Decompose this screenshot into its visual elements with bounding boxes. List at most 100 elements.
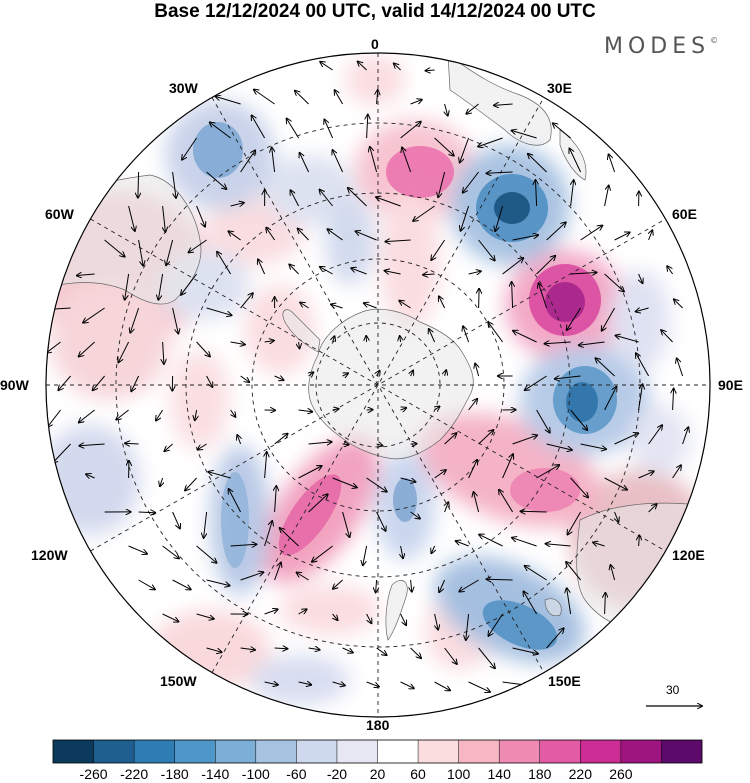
wind-vector — [297, 573, 309, 581]
wind-vector — [172, 171, 176, 198]
wind-vector — [438, 171, 446, 197]
wind-vector — [536, 180, 537, 207]
wind-vector — [377, 90, 378, 105]
wind-vector — [435, 613, 439, 630]
wind-vector — [366, 477, 387, 492]
wind-vector — [488, 613, 504, 636]
wind-vector — [478, 647, 495, 668]
wind-vector — [366, 613, 372, 623]
wind-vector — [229, 489, 242, 513]
wind-vector — [502, 454, 513, 479]
wind-vector — [672, 465, 681, 479]
copyright-mark: © — [710, 36, 719, 45]
wind-vector — [512, 235, 539, 241]
colorbar-tick-label: -100 — [241, 766, 270, 782]
modes-logo: MODES© — [604, 34, 718, 59]
wind-vector — [639, 536, 640, 547]
wind-vector — [614, 433, 639, 445]
wind-vector — [240, 293, 253, 309]
wind-vector — [499, 490, 514, 513]
wind-vector — [332, 682, 345, 686]
new-zealand — [385, 580, 408, 641]
wind-vector — [342, 647, 353, 653]
wind-vector — [79, 444, 105, 446]
wind-vector — [162, 613, 179, 622]
wind-vector — [128, 205, 135, 231]
wind-vector — [274, 563, 281, 581]
wind-vector — [46, 341, 61, 353]
wind-vector — [138, 171, 139, 198]
wind-vector — [210, 122, 231, 139]
wind-vector — [195, 409, 197, 420]
wind-vector — [83, 307, 105, 323]
wind-vector — [165, 443, 173, 451]
wind-vector — [364, 303, 377, 309]
wind-vector — [512, 647, 538, 654]
colorbar-tick-label: 180 — [528, 766, 552, 782]
wind-vector — [410, 100, 422, 105]
meridian-line — [90, 218, 666, 552]
wind-vector — [444, 433, 457, 445]
wind-vector — [252, 116, 266, 139]
colorbar-swatch — [620, 740, 662, 763]
lon-label-30e: 30E — [547, 80, 572, 96]
wind-vector — [602, 307, 616, 331]
wind-vector — [366, 681, 379, 687]
wind-vector — [198, 443, 207, 450]
wind-vector — [254, 90, 275, 105]
wind-vector — [79, 409, 95, 422]
wind-vector — [128, 545, 147, 554]
wind-vector — [434, 470, 446, 479]
wind-vector — [605, 593, 606, 615]
wind-vector — [677, 358, 684, 377]
wind-vector — [445, 103, 448, 116]
colorbar-tick-label: 140 — [487, 766, 511, 782]
wind-vector — [553, 123, 571, 139]
wind-vector — [648, 425, 663, 445]
wind-vector — [332, 477, 357, 488]
wind-vector — [181, 273, 198, 295]
wind-vector — [172, 511, 180, 528]
colorbar-swatch — [336, 740, 378, 763]
wind-vector — [468, 399, 478, 411]
wind-vector — [474, 492, 480, 513]
wind-vector — [439, 296, 446, 309]
wind-vector — [333, 579, 343, 589]
wind-vector — [479, 289, 480, 309]
wind-vector — [275, 486, 277, 513]
wind-vector — [604, 477, 627, 490]
wind-vector — [320, 267, 333, 275]
wind-vector — [160, 477, 163, 486]
wind-vector — [435, 407, 440, 411]
wind-vector — [461, 205, 470, 231]
wind-vector — [475, 364, 478, 377]
wind-vector — [570, 273, 597, 275]
wind-vector — [264, 521, 273, 547]
wind-vector — [579, 341, 605, 345]
wind-vector — [570, 180, 574, 207]
wind-vector — [291, 190, 300, 207]
wind-vector — [216, 97, 241, 105]
wind-vector — [328, 229, 343, 241]
wind-vector — [410, 511, 420, 519]
wind-vector — [264, 682, 278, 685]
wind-vector — [400, 681, 414, 688]
wind-vector — [570, 477, 588, 497]
colorbar-swatch — [580, 740, 622, 763]
wind-vector — [298, 410, 313, 412]
wind-vector — [401, 545, 403, 558]
wind-vector — [79, 341, 95, 357]
wind-vector — [230, 203, 244, 206]
wind-vector — [53, 443, 71, 463]
wind-vector — [280, 528, 299, 547]
wind-vector — [58, 375, 71, 390]
wind-vector — [604, 273, 624, 291]
wind-vector — [673, 389, 674, 411]
wind-vector — [240, 572, 264, 581]
wind-vector — [48, 409, 61, 427]
wind-vector — [237, 435, 240, 445]
wind-vector — [460, 137, 470, 162]
wind-vector — [264, 609, 278, 615]
colorbar-swatch — [215, 740, 257, 763]
wind-vector — [116, 409, 129, 420]
